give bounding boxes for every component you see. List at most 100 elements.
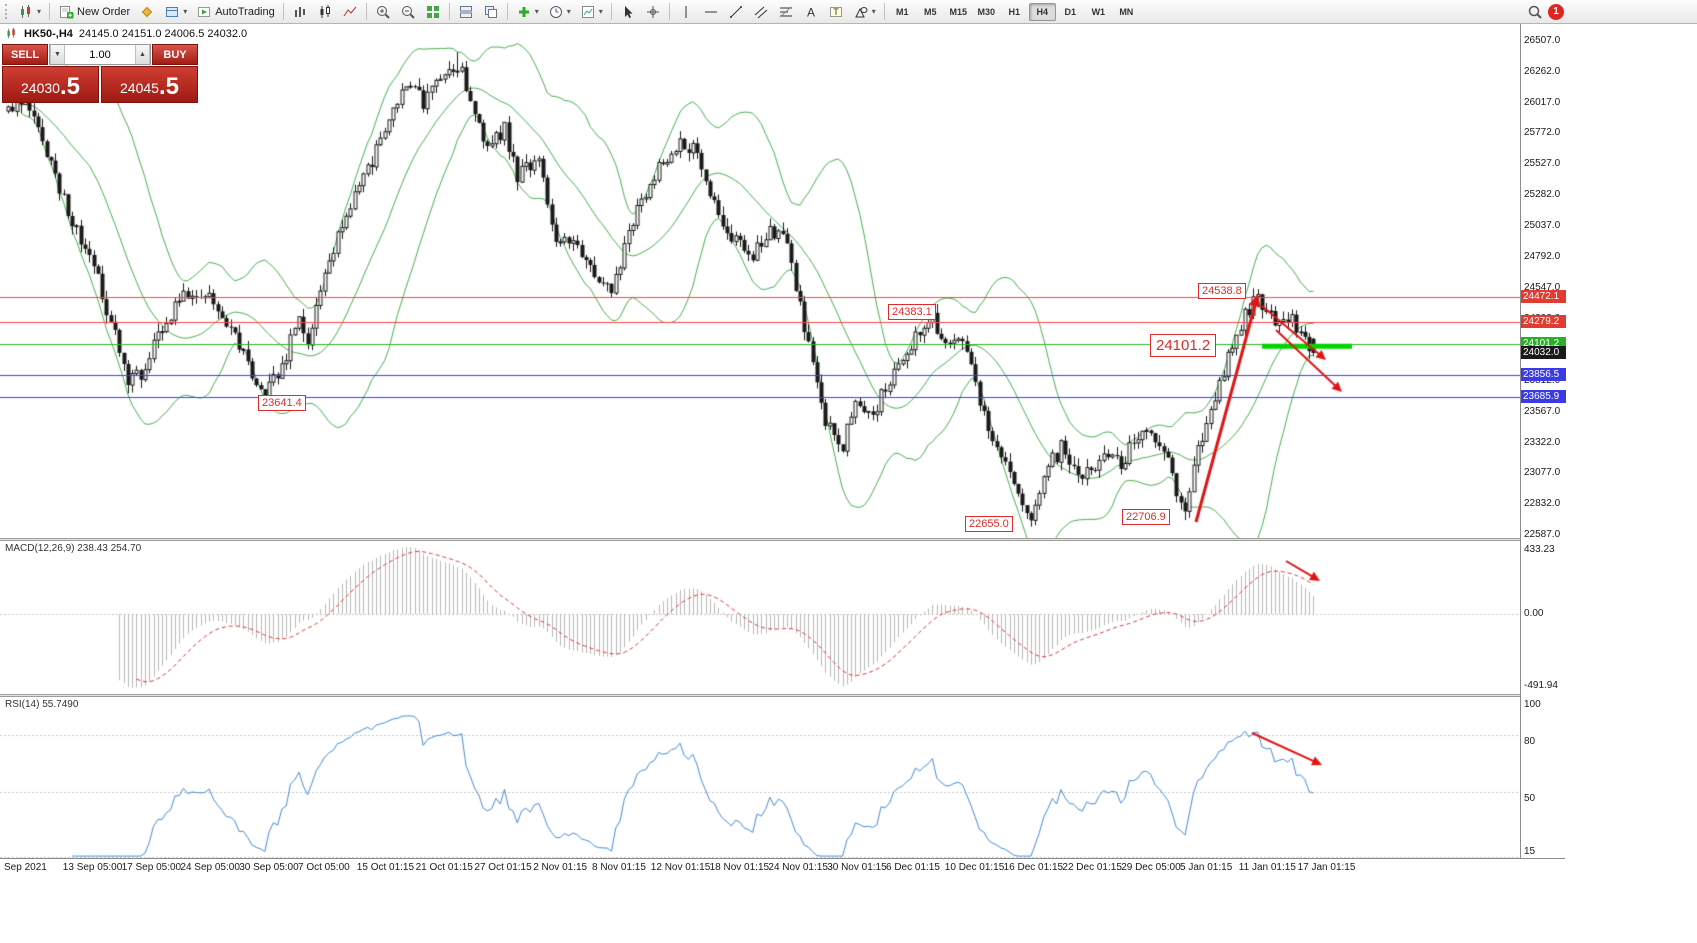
timeframe-h4-button[interactable]: H4 bbox=[1028, 2, 1056, 21]
price-chart-panel[interactable]: HK50-,H4 24145.0 24151.0 24006.5 24032.0… bbox=[0, 24, 1520, 538]
sell-price-button[interactable]: 24030.5 bbox=[2, 66, 99, 103]
autotrading-button[interactable]: AutoTrading bbox=[192, 1, 279, 22]
metaeditor-icon bbox=[139, 4, 155, 20]
time-axis-label: 29 Dec 05:00 bbox=[1121, 862, 1181, 873]
arrange-horizontal-button[interactable] bbox=[454, 1, 478, 22]
periods-button[interactable]: ▾ bbox=[544, 1, 575, 22]
price-axis-badge: 23685.9 bbox=[1521, 389, 1566, 403]
channel-icon bbox=[753, 4, 769, 20]
timeframe-h1-button[interactable]: H1 bbox=[1001, 3, 1028, 21]
toolbar-grip bbox=[5, 4, 10, 19]
chart-window-icon bbox=[5, 27, 18, 40]
price-chart-canvas[interactable] bbox=[0, 24, 1520, 538]
price-axis-badge: 24279.2 bbox=[1521, 314, 1566, 328]
text-button[interactable] bbox=[799, 1, 823, 22]
timeframe-d1-button[interactable]: D1 bbox=[1057, 3, 1084, 21]
time-axis-label: 10 Dec 01:15 bbox=[944, 862, 1005, 873]
macd-axis-label: -491.94 bbox=[1524, 680, 1558, 691]
timeframe-m30-button[interactable]: M30 bbox=[973, 3, 1000, 21]
indicators-button[interactable]: ▾ bbox=[512, 1, 543, 22]
horizontal-line-button[interactable] bbox=[699, 1, 723, 22]
price-axis-label: 23567.0 bbox=[1524, 405, 1561, 417]
candlestick-chart-button[interactable] bbox=[313, 1, 337, 22]
rsi-indicator-panel[interactable]: RSI(14) 55.7490 bbox=[0, 697, 1520, 858]
tile-windows-button[interactable] bbox=[421, 1, 445, 22]
zoom-out-button[interactable] bbox=[396, 1, 420, 22]
price-axis-label: 24547.0 bbox=[1524, 282, 1561, 293]
macd-axis-label: 433.23 bbox=[1524, 544, 1555, 555]
zoom-in-button[interactable] bbox=[371, 1, 395, 22]
charts-profile-button[interactable]: ▾ bbox=[160, 1, 191, 22]
new-chart-button[interactable]: ▾ bbox=[14, 1, 45, 22]
macd-label: MACD(12,26,9) 238.43 254.70 bbox=[5, 543, 142, 554]
price-label-annotation[interactable]: 23641.4 bbox=[258, 395, 306, 411]
volume-control: ▼ ▲ bbox=[49, 44, 151, 65]
metaeditor-button[interactable] bbox=[135, 1, 159, 22]
text-icon bbox=[803, 4, 819, 20]
shapes-button[interactable]: ▾ bbox=[849, 1, 880, 22]
volume-input[interactable] bbox=[65, 45, 135, 64]
sell-price-frac: .5 bbox=[59, 73, 80, 100]
sell-button[interactable]: SELL bbox=[2, 44, 48, 65]
price-axis-label: 26507.0 bbox=[1524, 34, 1561, 46]
templates-button[interactable]: ▾ bbox=[576, 1, 607, 22]
time-axis-label: 12 Nov 01:15 bbox=[650, 862, 711, 873]
timeframe-mn-button[interactable]: MN bbox=[1113, 3, 1140, 21]
arrange-cascade-button[interactable] bbox=[479, 1, 503, 22]
timeframe-m5-button[interactable]: M5 bbox=[917, 3, 944, 21]
zoom-in-icon bbox=[375, 4, 391, 20]
cursor-button[interactable] bbox=[616, 1, 640, 22]
time-axis-label: 11 Jan 01:15 bbox=[1238, 862, 1296, 873]
bar-chart-button[interactable] bbox=[288, 1, 312, 22]
price-label-annotation[interactable]: 24538.8 bbox=[1198, 283, 1246, 299]
bar-chart-icon bbox=[292, 4, 308, 20]
price-label-annotation[interactable]: 22706.9 bbox=[1122, 509, 1170, 525]
buy-button[interactable]: BUY bbox=[152, 44, 198, 65]
new-order-icon bbox=[58, 4, 74, 20]
channel-button[interactable] bbox=[749, 1, 773, 22]
vertical-line-button[interactable] bbox=[674, 1, 698, 22]
timeframe-m15-button[interactable]: M15 bbox=[945, 3, 972, 21]
price-label-annotation[interactable]: 22655.0 bbox=[965, 516, 1013, 532]
volume-decrease-button[interactable]: ▼ bbox=[50, 45, 65, 64]
panel-splitter[interactable] bbox=[0, 538, 1565, 541]
timeframe-w1-button[interactable]: W1 bbox=[1085, 3, 1112, 21]
search-icon bbox=[1527, 4, 1543, 20]
fibonacci-icon bbox=[778, 4, 794, 20]
panel-splitter[interactable] bbox=[0, 694, 1565, 697]
volume-increase-button[interactable]: ▲ bbox=[135, 45, 150, 64]
price-axis-label: 22587.0 bbox=[1524, 529, 1561, 541]
periods-icon bbox=[548, 4, 564, 20]
buy-price-button[interactable]: 24045.5 bbox=[101, 66, 198, 103]
macd-indicator-panel[interactable]: MACD(12,26,9) 238.43 254.70 bbox=[0, 541, 1520, 694]
line-chart-button[interactable] bbox=[338, 1, 362, 22]
time-axis-label: Sep 2021 bbox=[4, 862, 47, 873]
toolbar-separator bbox=[883, 3, 885, 20]
trendline-button[interactable] bbox=[724, 1, 748, 22]
symbol-timeframe-label: HK50-,H4 bbox=[24, 27, 73, 40]
chevron-down-icon: ▾ bbox=[37, 7, 42, 16]
new-order-button[interactable]: New Order bbox=[54, 1, 134, 22]
timeframe-m1-button[interactable]: M1 bbox=[889, 3, 916, 21]
time-axis[interactable]: Sep 2021 13 Sep 05:00 17 Sep 05:00 24 Sep 0… bbox=[0, 858, 1565, 876]
rsi-canvas[interactable] bbox=[0, 697, 1520, 858]
price-label-annotation[interactable]: 24101.2 bbox=[1150, 334, 1217, 357]
zoom-out-icon bbox=[400, 4, 416, 20]
time-axis-label: 7 Oct 05:00 bbox=[298, 862, 350, 873]
one-click-trading-panel: SELL ▼ ▲ BUY 24030.5 24045.5 bbox=[2, 44, 198, 103]
fibonacci-button[interactable] bbox=[774, 1, 798, 22]
tile-windows-icon bbox=[425, 4, 441, 20]
price-axis-label: 25282.0 bbox=[1524, 189, 1561, 201]
time-axis-label: 6 Dec 01:15 bbox=[886, 862, 940, 873]
notification-badge[interactable]: 1 bbox=[1548, 3, 1564, 20]
toolbar-separator bbox=[668, 3, 670, 20]
rsi-axis-label: 15 bbox=[1524, 846, 1536, 857]
new-order-button-label: New Order bbox=[77, 5, 131, 18]
macd-canvas[interactable] bbox=[0, 541, 1520, 694]
crosshair-button[interactable] bbox=[641, 1, 665, 22]
search-button[interactable] bbox=[1523, 1, 1547, 22]
price-label-annotation[interactable]: 24383.1 bbox=[888, 304, 936, 320]
label-button[interactable] bbox=[824, 1, 848, 22]
price-axis[interactable]: 26507.0 26262.0 26017.0 25772.0 25527.0 25282… bbox=[1520, 24, 1566, 858]
time-axis-label: 30 Sep 05:00 bbox=[239, 862, 299, 873]
